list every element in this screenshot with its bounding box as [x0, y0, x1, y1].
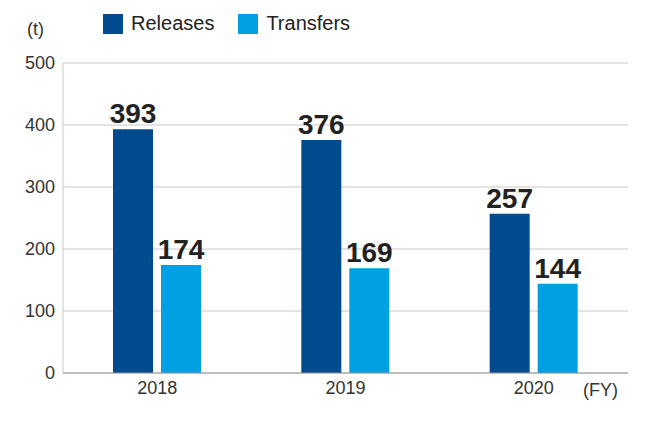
- svg-text:500: 500: [25, 53, 55, 73]
- svg-text:300: 300: [25, 177, 55, 197]
- svg-text:169: 169: [346, 237, 393, 268]
- svg-text:(FY): (FY): [583, 380, 618, 400]
- svg-text:376: 376: [298, 109, 345, 140]
- html-text:Transfers: Transfers: [266, 12, 351, 34]
- svg-text:393: 393: [110, 98, 157, 129]
- svg-text:174: 174: [158, 234, 205, 265]
- svg-text:200: 200: [25, 239, 55, 259]
- svg-text:144: 144: [534, 253, 581, 284]
- svg-text:257: 257: [486, 183, 533, 214]
- svg-text:2018: 2018: [137, 378, 177, 398]
- svg-text:2019: 2019: [325, 378, 365, 398]
- svg-text:(t): (t): [27, 19, 44, 39]
- svg-text:100: 100: [25, 301, 55, 321]
- svg-text:2020: 2020: [514, 378, 554, 398]
- html-text:Releases: Releases: [131, 12, 215, 34]
- svg-text:0: 0: [45, 363, 55, 383]
- svg-text:400: 400: [25, 115, 55, 135]
